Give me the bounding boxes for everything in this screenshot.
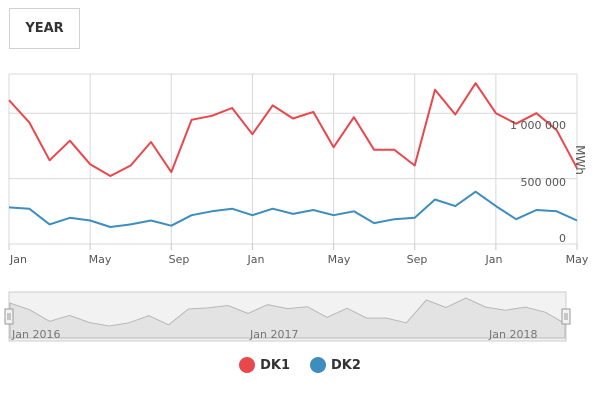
point-dk1-2016-11 <box>211 115 213 117</box>
point-dk2-2016-10 <box>190 214 192 216</box>
point-dk1-2017-07 <box>373 149 375 151</box>
x-tick-label-may-2017: May <box>328 253 351 266</box>
navigator-right-handle[interactable] <box>561 308 571 325</box>
y-tick-label-500000: 500 000 <box>521 176 567 189</box>
point-dk1-2016-04 <box>69 139 71 141</box>
point-dk2-2016-09 <box>170 224 172 226</box>
x-tick-label-jan-2016: Jan <box>9 253 27 266</box>
point-dk2-2016-04 <box>69 217 71 219</box>
point-dk1-2017-09 <box>414 164 416 166</box>
point-dk1-2018-01 <box>495 112 497 114</box>
y-tick-label-0: 0 <box>559 232 566 245</box>
point-dk2-2017-09 <box>414 217 416 219</box>
point-dk2-2016-01 <box>8 206 10 208</box>
point-dk1-2018-03 <box>535 112 537 114</box>
x-axis-ticks <box>8 244 578 250</box>
year-range-label: YEAR <box>25 21 64 36</box>
point-dk2-2017-06 <box>353 210 355 212</box>
point-dk1-2017-10 <box>434 88 436 90</box>
point-dk1-2016-01 <box>8 99 10 101</box>
series-line-dk1[interactable] <box>8 82 578 177</box>
point-dk1-2016-08 <box>150 141 152 143</box>
point-dk2-2016-03 <box>48 223 50 225</box>
line-chart: 0 500 000 1 000 000 MWh Jan May Sep Jan … <box>4 73 589 342</box>
point-dk2-2017-07 <box>373 222 375 224</box>
point-dk2-2018-03 <box>535 209 537 211</box>
legend-item-dk1[interactable]: DK1 <box>239 357 290 373</box>
point-dk2-2016-05 <box>89 219 91 221</box>
point-dk2-2018-02 <box>515 218 517 220</box>
navigator-label-2016: Jan 2016 <box>11 328 60 341</box>
point-dk1-2017-05 <box>332 146 334 148</box>
navigator-series-area <box>9 297 566 339</box>
legend-label-dk2: DK2 <box>331 357 361 373</box>
point-dk2-2016-08 <box>150 219 152 221</box>
series-line-dk2[interactable] <box>8 190 578 228</box>
legend: DK1 DK2 <box>0 354 600 376</box>
x-tick-label-jan-2017: Jan <box>247 253 265 266</box>
point-dk2-2016-07 <box>130 223 132 225</box>
point-dk2-2017-05 <box>332 214 334 216</box>
point-dk1-2017-02 <box>272 104 274 106</box>
point-dk2-2017-12 <box>474 190 476 192</box>
point-dk1-2016-02 <box>28 121 30 123</box>
navigator-label-2018: Jan 2018 <box>488 328 537 341</box>
legend-dot-dk2 <box>310 357 326 373</box>
point-dk2-2016-12 <box>231 207 233 209</box>
x-tick-label-jan-2018: Jan <box>485 253 503 266</box>
point-dk1-2016-07 <box>130 164 132 166</box>
y-tick-label-1000000: 1 000 000 <box>510 119 566 132</box>
legend-item-dk2[interactable]: DK2 <box>310 357 361 373</box>
point-dk2-2017-11 <box>454 205 456 207</box>
point-dk2-2017-03 <box>292 213 294 215</box>
navigator-label-2017: Jan 2017 <box>249 328 298 341</box>
point-dk1-2016-06 <box>109 175 111 177</box>
point-dk1-2017-12 <box>474 82 476 84</box>
year-range-button[interactable]: YEAR <box>9 8 80 49</box>
point-dk1-2017-04 <box>312 111 314 113</box>
point-dk2-2017-10 <box>434 198 436 200</box>
point-dk1-2017-11 <box>454 113 456 115</box>
point-dk2-2018-05 <box>576 219 578 221</box>
point-dk2-2016-11 <box>211 210 213 212</box>
point-dk2-2016-06 <box>109 226 111 228</box>
point-dk2-2017-08 <box>393 218 395 220</box>
x-tick-label-may-2018: May <box>566 253 589 266</box>
point-dk1-2016-10 <box>190 119 192 121</box>
point-dk1-2017-03 <box>292 117 294 119</box>
point-dk1-2016-03 <box>48 159 50 161</box>
navigator-left-handle[interactable] <box>4 308 14 325</box>
legend-label-dk1: DK1 <box>260 357 290 373</box>
point-dk1-2017-01 <box>251 133 253 135</box>
point-dk1-2016-05 <box>89 163 91 165</box>
point-dk1-2016-09 <box>170 171 172 173</box>
x-tick-label-sep-2017: Sep <box>407 253 428 266</box>
point-dk2-2017-04 <box>312 209 314 211</box>
point-dk2-2017-02 <box>272 207 274 209</box>
y-axis-label: MWh <box>573 145 587 175</box>
point-dk2-2018-04 <box>556 210 558 212</box>
point-dk1-2016-12 <box>231 107 233 109</box>
navigator[interactable]: Jan 2016 Jan 2017 Jan 2018 <box>4 291 571 342</box>
x-tick-label-may-2016: May <box>89 253 112 266</box>
plot-grid <box>8 73 578 245</box>
x-tick-label-sep-2016: Sep <box>169 253 190 266</box>
legend-dot-dk1 <box>239 357 256 373</box>
series-layer <box>8 82 578 228</box>
point-dk2-2018-01 <box>495 205 497 207</box>
point-dk2-2016-02 <box>28 207 30 209</box>
point-dk2-2017-01 <box>251 214 253 216</box>
point-dk1-2017-06 <box>353 116 355 118</box>
point-dk1-2017-08 <box>393 149 395 151</box>
